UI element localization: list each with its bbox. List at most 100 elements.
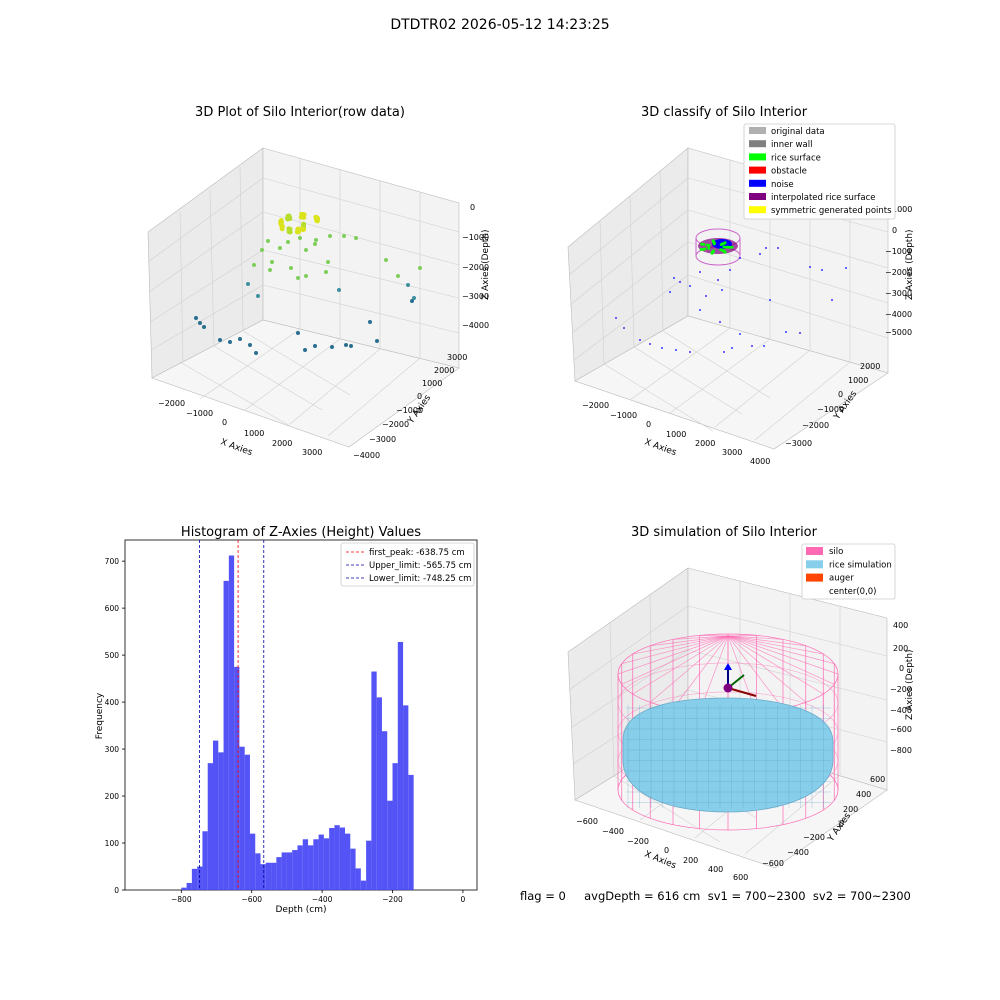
raw-point xyxy=(246,282,250,286)
z-tick-label: 200 xyxy=(893,644,908,653)
histogram-bar xyxy=(197,866,203,890)
raw-point xyxy=(256,294,260,298)
rice-surface-point xyxy=(712,241,716,245)
histogram-bar xyxy=(292,850,298,890)
raw-point xyxy=(298,236,302,240)
x-tick-label: 200 xyxy=(683,856,698,865)
raw-point xyxy=(294,229,300,235)
x-tick-label: 4000 xyxy=(750,457,770,466)
x-tick-label: −1000 xyxy=(186,409,213,418)
y-tick-label: −1000 xyxy=(396,406,423,415)
noise-point xyxy=(673,277,675,279)
noise-point xyxy=(765,247,767,249)
noise-point xyxy=(845,267,847,269)
raw-point xyxy=(324,270,328,274)
x-tick-label: −400 xyxy=(312,895,333,904)
x-tick-label: 0 xyxy=(222,418,227,427)
legend-label: rice surface xyxy=(771,153,821,163)
raw-point xyxy=(349,344,353,348)
histogram-bar xyxy=(255,853,261,890)
z-tick-label: −3000 xyxy=(885,289,912,298)
noise-point xyxy=(723,351,725,353)
noise-point xyxy=(649,343,651,345)
legend-label: auger xyxy=(829,574,854,584)
raw-point xyxy=(296,331,300,335)
raw-point xyxy=(194,316,198,320)
legend-swatch xyxy=(749,179,766,187)
histogram-bar xyxy=(271,862,277,890)
raw-point xyxy=(315,217,321,222)
noise-point xyxy=(669,291,671,293)
noise-point xyxy=(705,295,707,297)
raw-point xyxy=(418,266,422,270)
legend-label: Upper_limit: -565.75 cm xyxy=(369,561,472,571)
raw-point xyxy=(344,343,348,347)
histogram-vlines xyxy=(199,540,265,890)
z-tick-label: −4000 xyxy=(462,321,489,330)
y-tick-label: −3000 xyxy=(785,439,812,448)
noise-point xyxy=(731,347,733,349)
z-tick-label: −800 xyxy=(890,746,912,755)
rice-surface-point xyxy=(722,241,726,245)
y-tick-label: 0 xyxy=(417,392,422,401)
histogram-bar xyxy=(276,857,282,890)
x-tick-label: 600 xyxy=(733,873,748,880)
noise-point xyxy=(763,345,765,347)
silo-roof-strut xyxy=(621,635,729,664)
z-tick-label: 0 xyxy=(470,203,475,212)
y-tick-label: −4000 xyxy=(353,451,380,460)
rice-surface-point xyxy=(707,246,711,250)
auger-z-arrowhead xyxy=(724,663,732,670)
noise-point xyxy=(721,289,723,291)
sim-x-tick-labels: −600 −400 −200 0 200 400 600 xyxy=(576,817,748,880)
simulation-legend-frame xyxy=(801,543,896,600)
rice-surface-point xyxy=(699,247,703,251)
raw-point xyxy=(286,240,290,244)
histogram-bar xyxy=(297,845,303,890)
raw-point xyxy=(313,242,317,246)
legend-label: Lower_limit: -748.25 cm xyxy=(369,574,471,584)
sim-y-tick-labels: −600 −400 −200 0 200 400 600 xyxy=(762,775,885,868)
raw-point xyxy=(342,234,346,238)
legend-label: obstacle xyxy=(771,167,807,177)
raw-point xyxy=(313,344,317,348)
histogram-bar xyxy=(329,827,335,890)
raw-point xyxy=(326,260,330,264)
rice-surface-point xyxy=(723,250,727,254)
legend-label: noise xyxy=(771,180,794,190)
histogram-bar xyxy=(260,864,266,890)
silo-roof-strut xyxy=(727,635,784,640)
raw-point xyxy=(337,288,341,292)
histogram-bar xyxy=(371,671,377,890)
raw-point xyxy=(304,274,308,278)
legend-swatch xyxy=(806,573,823,582)
histogram-bar xyxy=(323,838,330,890)
legend-label: first_peak: -638.75 cm xyxy=(369,548,465,558)
legend-label: silo xyxy=(829,547,843,557)
classify-plot-title: 3D classify of Silo Interior xyxy=(641,105,808,120)
raw-z-tick-labels: 0 −1000 −2000 −3000 −4000 xyxy=(462,203,489,330)
raw-point xyxy=(228,340,232,344)
raw-point xyxy=(412,296,416,300)
histogram-plot-area xyxy=(124,539,478,891)
x-tick-label: −2000 xyxy=(158,399,185,408)
raw-y-tick-labels: −4000 −3000 −2000 −1000 0 1000 2000 3000 xyxy=(353,353,467,460)
z-tick-label: −3000 xyxy=(462,292,489,301)
y-tick-label: 0 xyxy=(838,390,843,399)
histogram-bar xyxy=(397,641,404,890)
sim-z-axis-label: Z Axies (Depth) xyxy=(905,649,915,720)
sim-z-tick-labels: 400 200 0 −200 −400 −600 −800 xyxy=(890,621,912,755)
x-tick-label: −600 xyxy=(576,817,598,826)
raw-point xyxy=(202,325,206,329)
legend-label: rice simulation xyxy=(829,560,892,570)
noise-point xyxy=(623,327,625,329)
x-tick-label: −200 xyxy=(627,837,649,846)
histogram-bar xyxy=(308,845,314,890)
legend-label: symmetric generated points xyxy=(771,206,892,216)
simulation-legend: silo rice simulation auger center(0,0) xyxy=(801,543,896,600)
rice-surface-point xyxy=(719,243,723,247)
x-tick-label: 2000 xyxy=(695,439,715,448)
noise-point xyxy=(831,299,833,301)
histogram-bar xyxy=(376,697,382,890)
rice-surface-point xyxy=(710,250,714,254)
